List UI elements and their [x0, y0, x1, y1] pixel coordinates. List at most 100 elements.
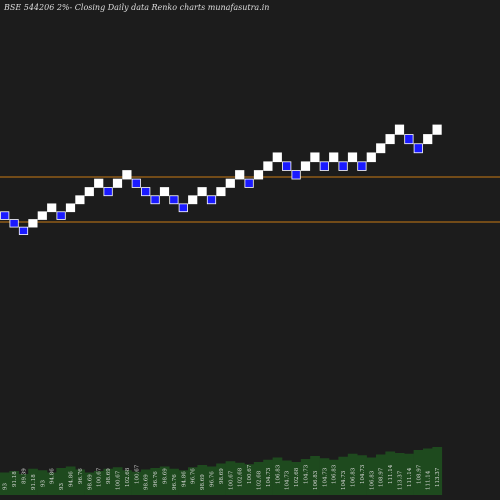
down-brick — [357, 161, 367, 171]
brick-price-label: 94.86 — [69, 471, 75, 487]
down-brick — [150, 195, 160, 205]
brick-price-label: 113.37 — [435, 467, 441, 487]
chart-title: BSE 544206 2%- Closing Daily data Renko … — [3, 3, 269, 12]
down-brick — [0, 211, 10, 220]
volume-bar — [56, 468, 67, 495]
up-brick — [84, 187, 94, 197]
brick-price-label: 93 — [59, 483, 65, 490]
brick-price-label: 94.86 — [181, 471, 187, 487]
brick-price-label: 102.68 — [257, 470, 263, 490]
volume-bar — [131, 471, 142, 495]
down-brick — [131, 178, 141, 188]
brick-price-label: 104.73 — [360, 464, 366, 484]
brick-price-label: 104.73 — [341, 470, 347, 490]
up-brick — [347, 152, 358, 163]
brick-price-label: 94.86 — [50, 468, 56, 484]
volume-bar — [329, 459, 339, 495]
brick-price-label: 96.76 — [78, 468, 84, 484]
brick-price-label: 96.76 — [153, 471, 159, 487]
down-brick — [9, 219, 19, 228]
down-brick — [338, 161, 348, 171]
brick-price-label: 91.18 — [31, 474, 37, 490]
volume-bar — [432, 447, 443, 495]
volume-bar — [310, 456, 320, 495]
down-brick — [291, 170, 301, 180]
volume-bar — [178, 470, 189, 495]
volume-bar — [225, 461, 236, 495]
brick-price-label: 98.69 — [144, 474, 150, 490]
down-brick — [169, 195, 179, 205]
volume-bar — [122, 470, 132, 495]
volume-bar — [394, 453, 405, 495]
volume-bar — [347, 453, 358, 495]
down-brick — [103, 187, 113, 197]
brick-price-label: 111.14 — [388, 464, 394, 484]
brick-price-label: 96.76 — [172, 474, 178, 490]
up-brick — [432, 124, 442, 135]
brick-price-label: 106.83 — [313, 470, 319, 490]
volume-bar — [423, 448, 433, 495]
brick-price-label: 100.67 — [228, 470, 234, 490]
brick-price-label: 93 — [3, 483, 9, 490]
up-brick — [47, 203, 57, 213]
down-brick — [404, 134, 414, 145]
up-brick — [394, 124, 405, 135]
up-brick — [28, 219, 38, 228]
brick-price-label: 98.69 — [200, 474, 206, 490]
brick-price-label: 106.83 — [332, 464, 338, 484]
brick-price-label: 106.83 — [369, 470, 375, 490]
volume-bar — [206, 466, 217, 495]
volume-bar — [216, 463, 226, 495]
brick-price-label: 102.68 — [294, 467, 300, 487]
brick-price-label: 108.97 — [379, 467, 385, 487]
down-brick — [18, 226, 29, 235]
volume-bar — [18, 474, 29, 495]
volume-bar — [197, 465, 208, 495]
brick-price-label: 106.83 — [275, 464, 281, 484]
down-brick — [319, 161, 329, 171]
brick-price-label: 100.67 — [247, 464, 253, 484]
up-brick — [366, 152, 376, 163]
down-brick — [56, 211, 66, 220]
volume-bar — [141, 469, 151, 495]
brick-price-label: 111.14 — [426, 470, 432, 490]
up-brick — [329, 152, 339, 163]
brick-price-label: 98.69 — [87, 474, 93, 490]
brick-price-label: 98.69 — [106, 468, 112, 484]
volume-bar — [357, 455, 367, 495]
up-brick — [65, 203, 76, 213]
brick-price-label: 98.69 — [163, 468, 169, 484]
brick-price-label: 102.68 — [125, 467, 131, 487]
volume-bar — [65, 466, 76, 495]
brick-price-label: 106.83 — [351, 467, 357, 487]
volume-bar — [244, 464, 255, 495]
up-brick — [75, 195, 85, 205]
up-brick — [159, 187, 170, 197]
volume-bar — [37, 470, 48, 495]
volume-bar — [291, 462, 302, 495]
volume-bar — [150, 468, 161, 495]
brick-price-label: 104.73 — [285, 470, 291, 490]
brick-price-label: 104.73 — [304, 464, 310, 484]
up-brick — [300, 161, 311, 171]
up-brick — [122, 170, 132, 180]
brick-price-label: 89.39 — [22, 468, 28, 484]
up-brick — [385, 134, 395, 145]
volume-bar — [272, 457, 283, 495]
down-brick — [178, 203, 188, 213]
volume-bar — [235, 462, 245, 495]
brick-price-label: 96.76 — [191, 468, 197, 484]
brick-price-label: 100.67 — [97, 467, 103, 487]
volume-bar — [253, 462, 264, 495]
down-brick — [413, 143, 423, 154]
volume-bar — [366, 457, 377, 495]
volume-bar — [376, 454, 386, 495]
brick-price-label: 100.67 — [116, 470, 122, 490]
brick-price-label: 91.18 — [12, 471, 18, 487]
up-brick — [253, 170, 264, 180]
volume-bar — [47, 472, 57, 495]
up-brick — [423, 134, 433, 145]
up-brick — [216, 187, 226, 197]
